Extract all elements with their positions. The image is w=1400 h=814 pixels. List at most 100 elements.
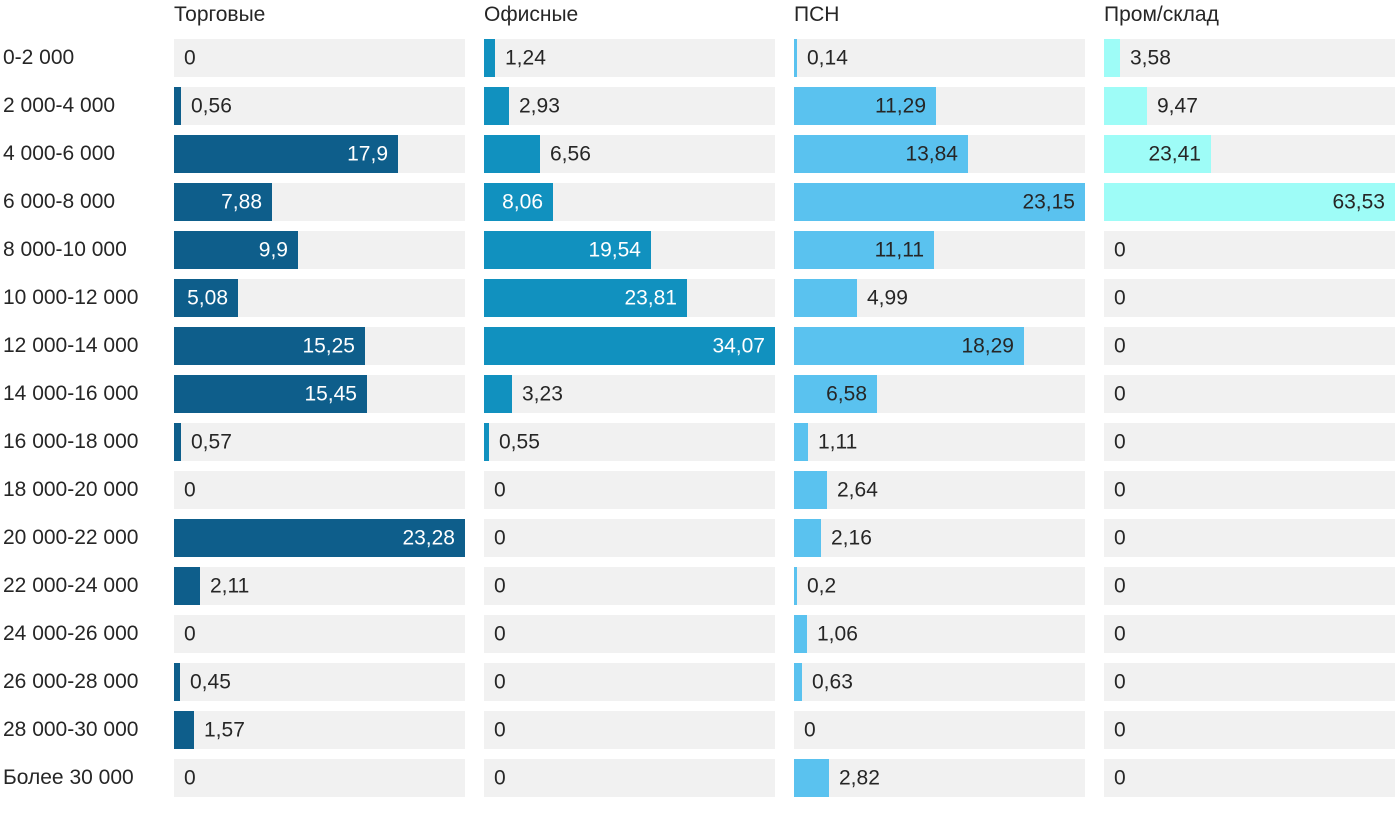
bar-track: 0: [484, 567, 775, 605]
bar: [1104, 135, 1211, 173]
column-header-torgovye: Торговые: [174, 3, 266, 26]
bar: [794, 183, 1085, 221]
value-label: 0: [1114, 286, 1126, 310]
value-label: 2,11: [210, 574, 250, 598]
row-label: 14 000-16 000: [3, 382, 139, 405]
bar-track: 17,9: [174, 135, 465, 173]
bar-track: 34,07: [484, 327, 775, 365]
row-label: 26 000-28 000: [3, 670, 139, 693]
bar: [1104, 183, 1395, 221]
bar-track: 23,81: [484, 279, 775, 317]
value-label: 7,88: [221, 190, 262, 214]
bar: [794, 39, 797, 77]
bar-track: 19,54: [484, 231, 775, 269]
bar-track: 0: [1104, 375, 1395, 413]
bar: [174, 519, 465, 557]
bar: [484, 183, 553, 221]
value-label: 1,24: [505, 46, 546, 70]
value-label: 63,53: [1332, 190, 1385, 214]
bar-track: 13,84: [794, 135, 1085, 173]
value-label: 17,9: [347, 142, 388, 166]
value-label: 2,82: [839, 766, 880, 790]
bar-track: 15,45: [174, 375, 465, 413]
bar: [174, 663, 180, 701]
value-label: 23,15: [1022, 190, 1075, 214]
row-label: 0-2 000: [3, 46, 75, 69]
bar-track: 0: [484, 615, 775, 653]
bar-track: 0: [1104, 663, 1395, 701]
bar: [484, 39, 495, 77]
bar-track: 0: [1104, 327, 1395, 365]
value-label: 5,08: [187, 286, 228, 310]
bar-track: 23,28: [174, 519, 465, 557]
bar: [794, 519, 821, 557]
bar: [174, 327, 365, 365]
value-label: 1,57: [204, 718, 245, 742]
value-label: 0: [1114, 526, 1126, 550]
bar-track: 0: [484, 519, 775, 557]
bar: [174, 183, 272, 221]
bar-track: 0: [1104, 423, 1395, 461]
value-label: 6,58: [826, 382, 867, 406]
bar: [794, 615, 807, 653]
value-label: 0: [1114, 718, 1126, 742]
bar-track: 0: [484, 759, 775, 797]
value-label: 0,57: [191, 430, 232, 454]
bar: [484, 135, 540, 173]
column-header-prom-sklad: Пром/склад: [1104, 3, 1219, 26]
bar-track: 0: [1104, 711, 1395, 749]
value-label: 0: [1114, 382, 1126, 406]
value-label: 23,28: [402, 526, 455, 550]
value-label: 23,81: [624, 286, 677, 310]
value-label: 0: [494, 574, 506, 598]
value-label: 11,29: [875, 94, 926, 118]
row-label: 16 000-18 000: [3, 430, 139, 453]
value-label: 0: [1114, 574, 1126, 598]
row-label: 2 000-4 000: [3, 94, 116, 117]
bar-track: 9,9: [174, 231, 465, 269]
value-label: 0: [184, 622, 196, 646]
bar-track: 3,23: [484, 375, 775, 413]
value-label: 3,58: [1130, 46, 1171, 70]
value-label: 0: [1114, 622, 1126, 646]
value-label: 0: [184, 766, 196, 790]
bar: [484, 327, 775, 365]
bar-track: 0,56: [174, 87, 465, 125]
row-label: 12 000-14 000: [3, 334, 139, 357]
value-label: 0: [184, 46, 196, 70]
bar: [174, 423, 181, 461]
value-label: 0: [494, 622, 506, 646]
header-spacer: [0, 0, 155, 39]
bar-track: 63,53: [1104, 183, 1395, 221]
value-label: 1,06: [817, 622, 858, 646]
value-label: 8,06: [502, 190, 543, 214]
row-label: 6 000-8 000: [3, 190, 116, 213]
bar: [794, 135, 968, 173]
bar-track: 0: [484, 663, 775, 701]
bar-track: 6,56: [484, 135, 775, 173]
value-label: 0: [1114, 334, 1126, 358]
bar-track: 0: [1104, 279, 1395, 317]
value-label: 13,84: [905, 142, 958, 166]
bar-track: 11,29: [794, 87, 1085, 125]
bar: [794, 231, 934, 269]
value-label: 0: [1114, 238, 1126, 262]
row-label: 28 000-30 000: [3, 718, 139, 741]
bar-track: 0: [174, 615, 465, 653]
bar-track: 0,57: [174, 423, 465, 461]
bar-track: 0: [794, 711, 1085, 749]
bar: [794, 567, 797, 605]
bar-track: 23,41: [1104, 135, 1395, 173]
bar: [484, 423, 489, 461]
bar: [794, 423, 808, 461]
bar-track: 0: [1104, 519, 1395, 557]
row-label: 20 000-22 000: [3, 526, 139, 549]
value-label: 0: [494, 766, 506, 790]
bar-track: 0: [484, 711, 775, 749]
value-label: 0: [1114, 766, 1126, 790]
bar-track: 8,06: [484, 183, 775, 221]
value-label: 15,45: [304, 382, 357, 406]
value-label: 15,25: [302, 334, 355, 358]
bar-track: 1,57: [174, 711, 465, 749]
bar: [174, 567, 200, 605]
